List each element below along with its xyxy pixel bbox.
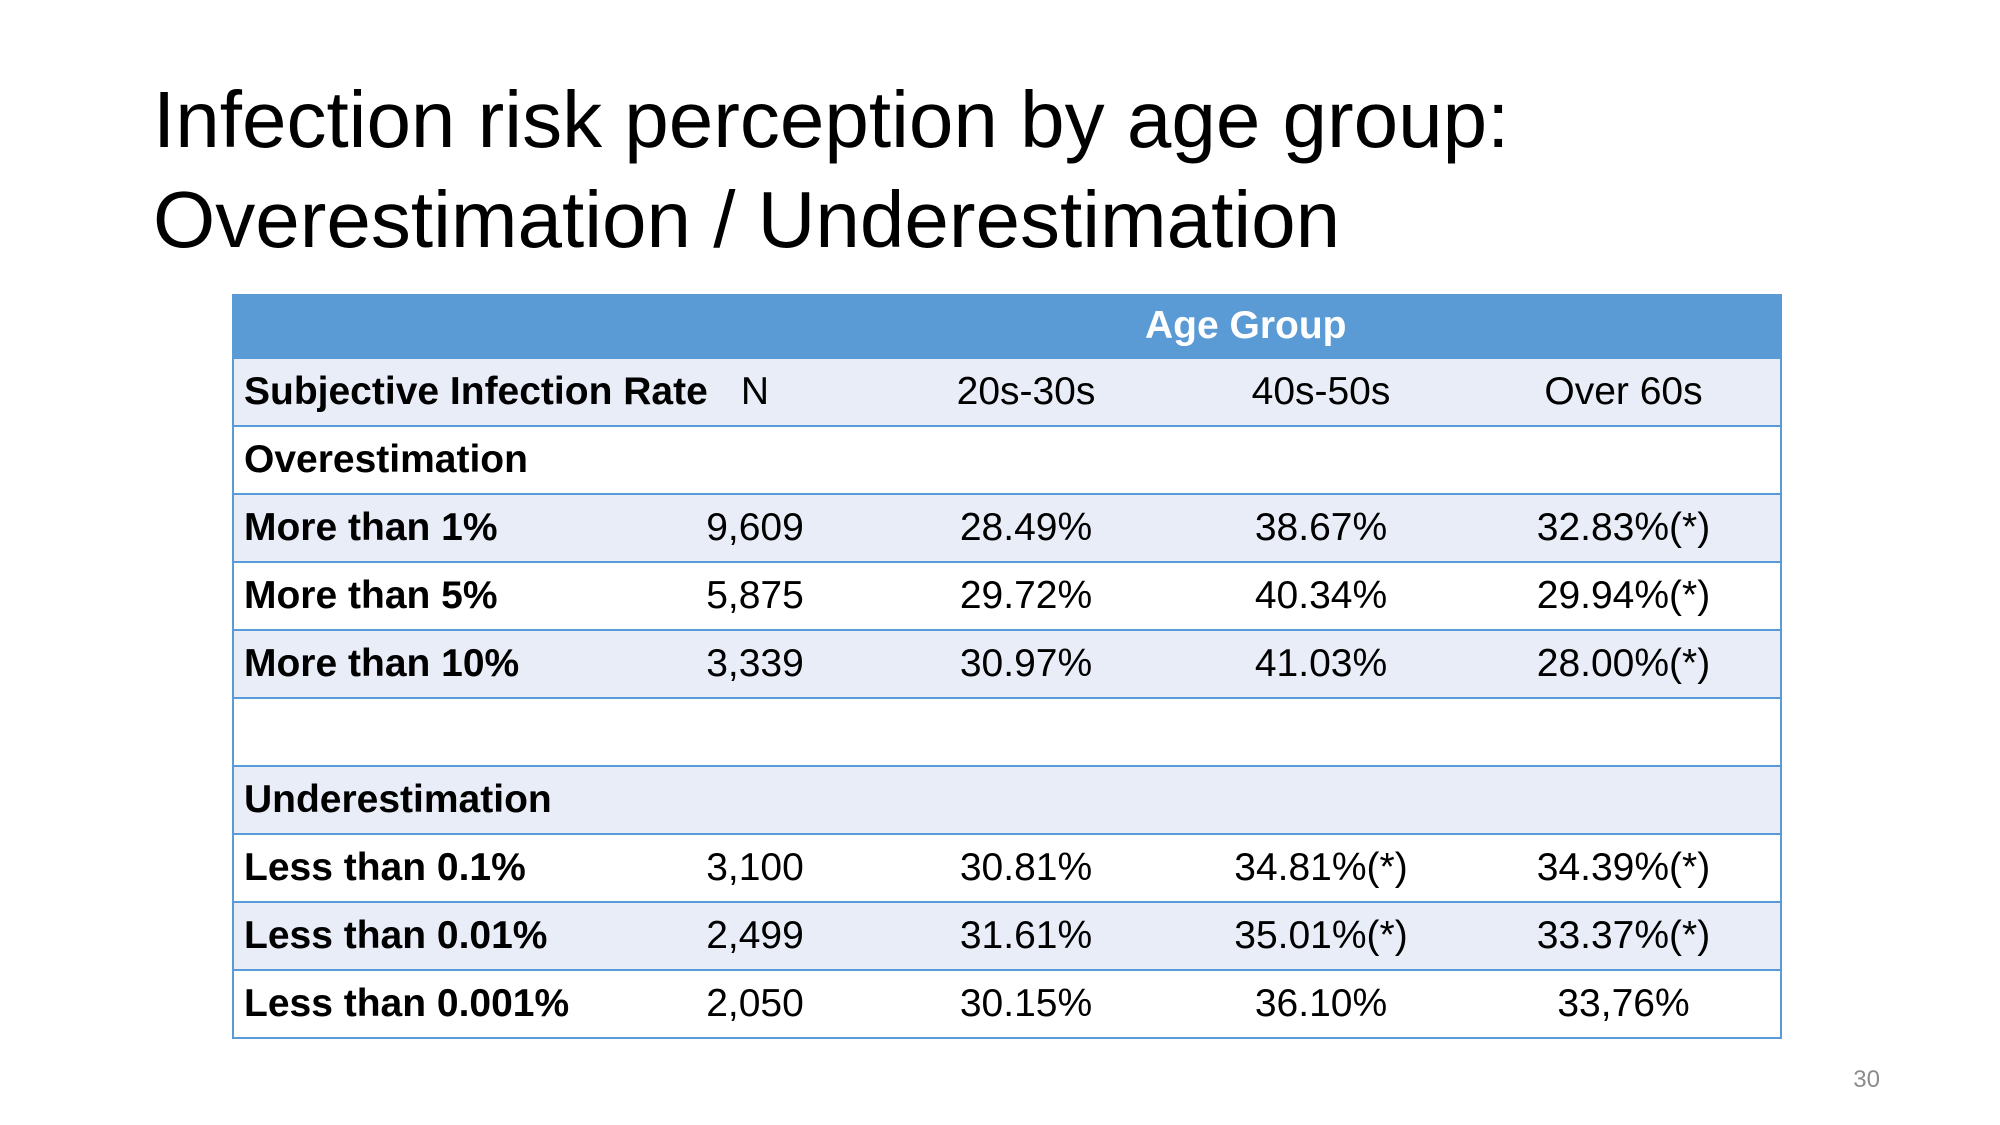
column-header-20s-30s: 20s-30s [877,357,1175,427]
section-row-underestimation: Underestimation [232,765,1782,835]
cell-20s-30s: 29.72% [877,561,1175,631]
page-number: 30 [1853,1066,1880,1093]
table-group-header-row: Age Group [232,294,1782,358]
cell-40s-50s: 35.01%(*) [1175,901,1467,971]
cell-over-60s: 33.37%(*) [1467,901,1782,971]
column-header-40s-50s: 40s-50s [1175,357,1467,427]
cell-20s-30s: 31.61% [877,901,1175,971]
table-header-empty-cell [633,294,877,358]
cell-40s-50s: 40.34% [1175,561,1467,631]
table-header-empty-cell [232,294,633,358]
slide-title-line2: Overestimation / Underestimation [153,175,1341,264]
age-group-header: Age Group [1145,294,1782,358]
table-row: More than 5% 5,875 29.72% 40.34% 29.94%(… [232,561,1782,631]
cell-over-60s: 34.39%(*) [1467,833,1782,903]
cell-over-60s: 33,76% [1467,969,1782,1039]
cell-40s-50s: 34.81%(*) [1175,833,1467,903]
cell-n: 9,609 [633,493,877,563]
column-header-n: N [633,357,877,427]
table-row: More than 10% 3,339 30.97% 41.03% 28.00%… [232,629,1782,699]
row-label: More than 5% [232,561,633,631]
row-label: Less than 0.1% [232,833,633,903]
cell-40s-50s: 36.10% [1175,969,1467,1039]
age-group-table: Age Group Subjective Infection Rate N 20… [232,294,1782,1039]
cell-over-60s: 32.83%(*) [1467,493,1782,563]
cell-40s-50s: 38.67% [1175,493,1467,563]
row-label: More than 1% [232,493,633,563]
section-label: Underestimation [232,765,633,835]
column-header-over-60s: Over 60s [1467,357,1782,427]
cell-n: 3,339 [633,629,877,699]
table-header-empty-cell [877,294,1175,358]
cell-n: 2,499 [633,901,877,971]
cell-20s-30s: 30.81% [877,833,1175,903]
cell-n: 2,050 [633,969,877,1039]
blank-spacer-row [232,697,1782,767]
section-label: Overestimation [232,425,633,495]
row-label: More than 10% [232,629,633,699]
row-label: Less than 0.01% [232,901,633,971]
cell-over-60s: 29.94%(*) [1467,561,1782,631]
row-label: Less than 0.001% [232,969,633,1039]
table-row: Less than 0.001% 2,050 30.15% 36.10% 33,… [232,969,1782,1039]
cell-20s-30s: 30.15% [877,969,1175,1039]
cell-over-60s: 28.00%(*) [1467,629,1782,699]
column-header-subjective-rate: Subjective Infection Rate [232,357,708,427]
table-row: More than 1% 9,609 28.49% 38.67% 32.83%(… [232,493,1782,563]
table-row: Less than 0.1% 3,100 30.81% 34.81%(*) 34… [232,833,1782,903]
table-row: Less than 0.01% 2,499 31.61% 35.01%(*) 3… [232,901,1782,971]
cell-40s-50s: 41.03% [1175,629,1467,699]
cell-n: 3,100 [633,833,877,903]
section-row-overestimation: Overestimation [232,425,1782,495]
cell-n: 5,875 [633,561,877,631]
cell-20s-30s: 30.97% [877,629,1175,699]
slide-title-line1: Infection risk perception by age group: [153,75,1510,164]
table-column-header-row: Subjective Infection Rate N 20s-30s 40s-… [232,357,1782,427]
slide-title: Infection risk perception by age group: … [153,70,1853,270]
cell-20s-30s: 28.49% [877,493,1175,563]
age-group-header-text: Age Group [1145,303,1347,347]
